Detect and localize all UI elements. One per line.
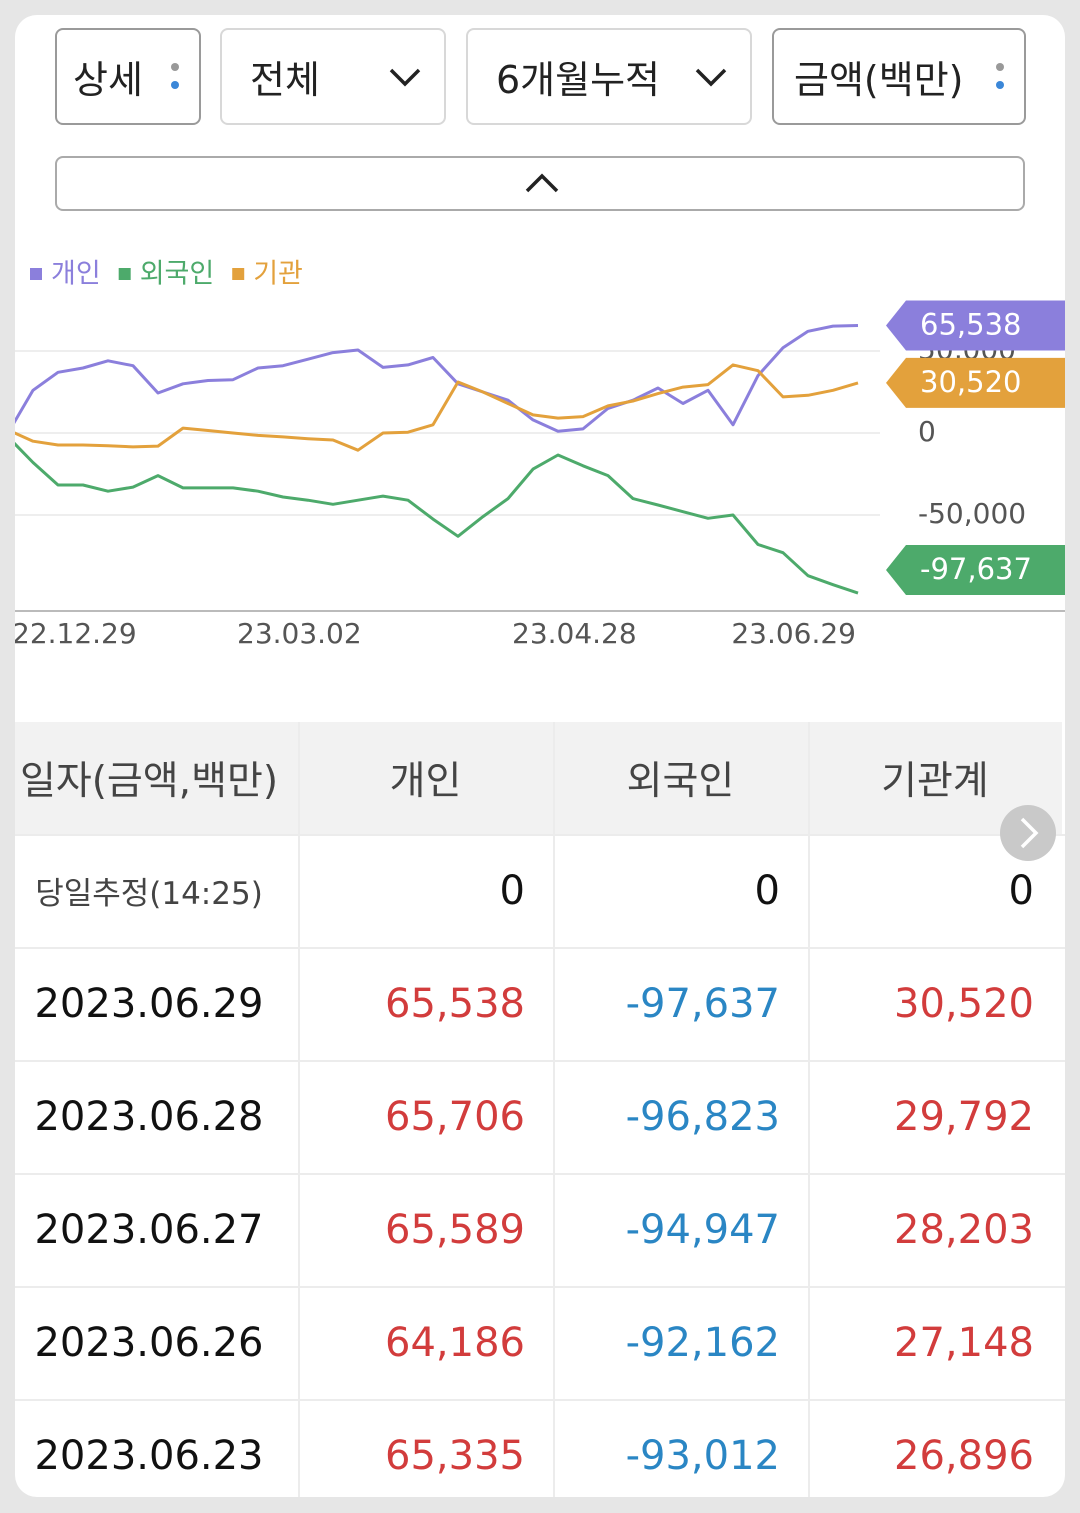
row-divider [15,947,1065,949]
legend-label: 기관 [253,259,303,290]
dropdown-label: 6개월누적 [496,58,661,102]
menu-icon [996,63,1004,89]
series-line [15,363,859,452]
legend-swatch [118,268,131,280]
legend-swatch [30,268,42,280]
column-divider [298,722,300,1497]
row-divider [15,1399,1065,1401]
value-tag-label: 30,520 [920,365,1021,399]
value-cell: -96,823 [625,1093,780,1140]
column-divider [553,722,555,1497]
date-cell: 당일추정(14:25) [35,876,263,912]
header-cell: 외국인 [553,722,808,834]
column-divider [808,722,810,1497]
value-cell: -93,012 [625,1432,780,1479]
dropdown[interactable]: 상세 [55,28,201,125]
value-cell: -92,162 [625,1319,780,1366]
x-tick-label: 22.12.29 [15,617,137,650]
header-cell: 개인 [298,722,553,834]
value-cell: 27,148 [894,1319,1034,1366]
y-tick-label: 0 [918,415,936,448]
x-tick-label: 23.04.28 [512,617,637,650]
value-cell: 0 [499,867,525,914]
value-cell: 0 [754,867,780,914]
value-cell: 0 [1008,867,1034,914]
value-cell: 28,203 [894,1206,1034,1253]
x-tick-label: 23.03.02 [237,617,362,650]
series-line [15,441,859,595]
row-divider [15,1286,1065,1288]
row-divider [15,834,1065,836]
dropdown[interactable]: 금액(백만) [772,28,1026,125]
value-cell: 65,538 [385,980,525,1027]
dropdown-label: 전체 [250,58,320,102]
chevron-down [695,68,727,87]
value-tag-label: 65,538 [920,307,1021,341]
legend-label: 외국인 [140,259,215,290]
date-cell: 2023.06.29 [34,980,264,1027]
legend-swatch [232,268,245,280]
dropdown-label: 금액(백만) [794,58,964,102]
date-cell: 2023.06.23 [34,1432,264,1479]
x-tick-label: 23.06.29 [731,617,856,650]
value-cell: 26,896 [894,1432,1034,1479]
chevron-up [525,173,559,193]
chevron-down [389,68,421,87]
legend-label: 개인 [51,259,101,290]
header-cell: 일자(금액,백만) [15,722,298,834]
value-tag [886,545,1065,595]
value-cell: 29,792 [894,1093,1034,1140]
y-tick-label: -50,000 [918,497,1026,530]
row-divider [15,1173,1065,1175]
value-cell: -97,637 [625,980,780,1027]
chart: 50,0000-50,00022.12.2923.03.0223.04.2823… [15,259,1065,650]
value-cell: 65,589 [385,1206,525,1253]
date-cell: 2023.06.26 [34,1319,264,1366]
dropdown[interactable]: 전체 [220,28,446,125]
card: 상세 전체 6개월누적 금액(백만) 50,0000-50,00022.12.2… [15,15,1065,1497]
value-cell: 64,186 [385,1319,525,1366]
value-tag [886,300,1065,351]
chevron-right [1020,817,1039,849]
value-cell: -94,947 [625,1206,780,1253]
dropdown[interactable]: 6개월누적 [466,28,752,125]
date-cell: 2023.06.28 [34,1093,264,1140]
value-tag [886,357,1065,408]
value-tag-label: -97,637 [920,552,1032,586]
scroll-right-button[interactable] [1000,805,1056,861]
value-cell: 65,335 [385,1432,525,1479]
series-line [15,324,859,433]
value-cell: 30,520 [894,980,1034,1027]
collapse-button[interactable] [55,156,1025,211]
value-cell: 65,706 [385,1093,525,1140]
dropdown-label: 상세 [73,58,143,102]
date-cell: 2023.06.27 [34,1206,264,1253]
row-divider [15,1060,1065,1062]
menu-icon [171,63,179,89]
